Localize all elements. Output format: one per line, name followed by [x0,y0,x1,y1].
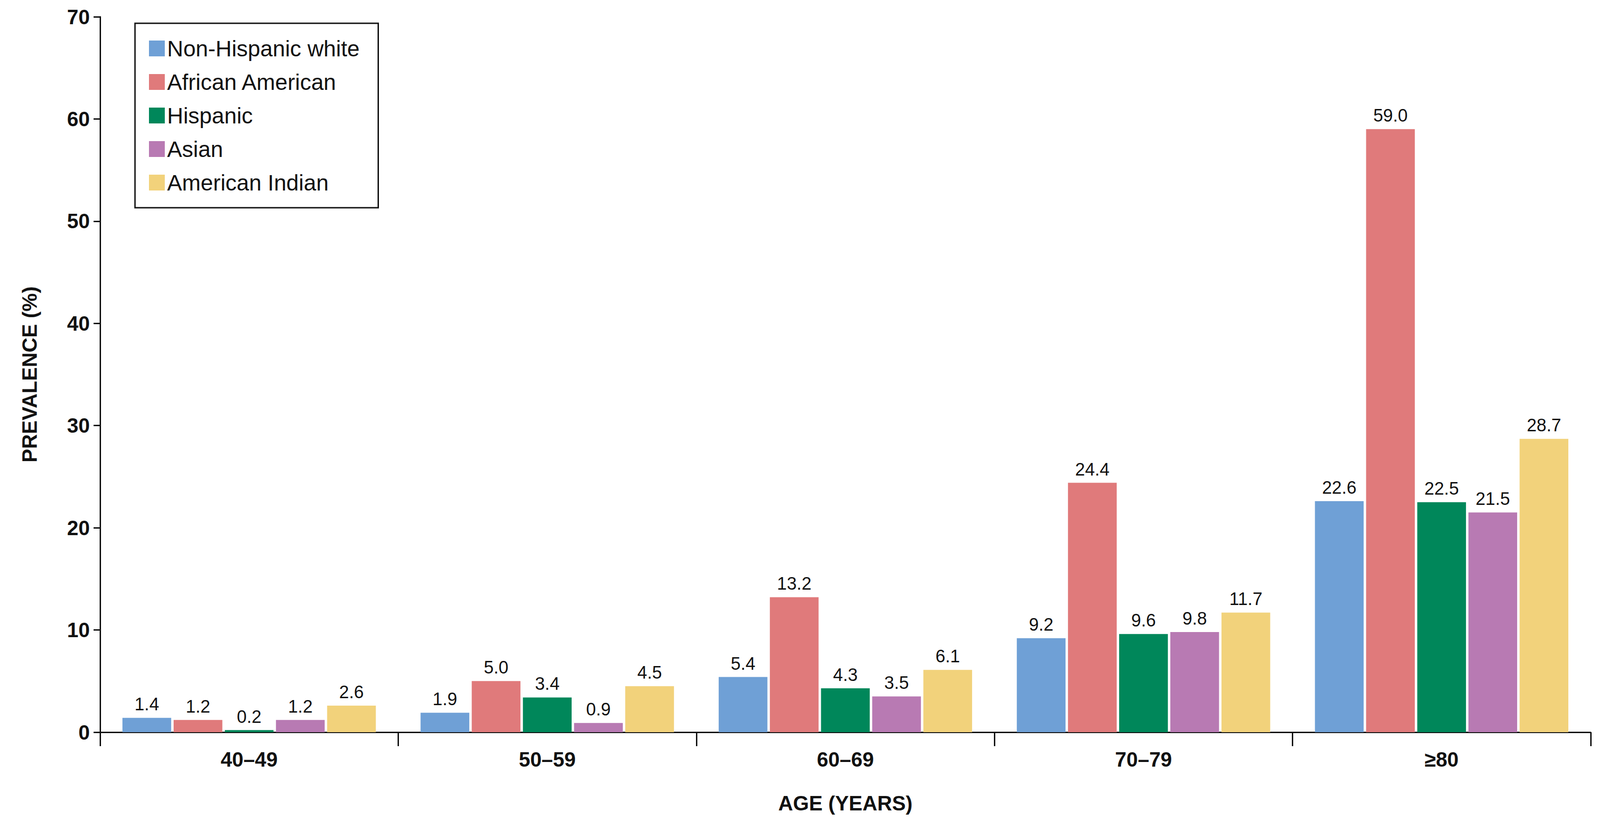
svg-text:24.4: 24.4 [1075,459,1110,480]
svg-text:20: 20 [67,516,90,540]
svg-text:5.4: 5.4 [730,653,756,674]
svg-text:50–59: 50–59 [518,747,576,771]
svg-text:0.2: 0.2 [236,706,262,727]
svg-text:5.0: 5.0 [483,657,509,677]
svg-text:0: 0 [78,720,90,744]
svg-text:3.5: 3.5 [884,672,910,693]
svg-text:11.7: 11.7 [1229,588,1263,609]
svg-text:30: 30 [67,413,90,437]
svg-text:9.8: 9.8 [1182,608,1208,628]
svg-text:1.2: 1.2 [185,696,211,716]
svg-text:1.9: 1.9 [432,688,458,709]
svg-text:American Indian: American Indian [167,170,329,196]
svg-text:0.9: 0.9 [586,699,611,719]
svg-text:3.4: 3.4 [534,673,560,694]
svg-text:60–69: 60–69 [816,747,874,771]
svg-text:13.2: 13.2 [776,573,812,594]
svg-text:9.6: 9.6 [1131,610,1156,630]
svg-text:6.1: 6.1 [935,646,960,666]
svg-text:PREVALENCE (%): PREVALENCE (%) [18,286,41,463]
svg-text:60: 60 [67,107,90,131]
svg-text:Asian: Asian [167,136,223,162]
svg-text:2.6: 2.6 [339,681,365,702]
svg-text:59.0: 59.0 [1373,105,1408,126]
svg-text:Non-Hispanic white: Non-Hispanic white [167,36,360,61]
svg-text:40: 40 [67,311,90,335]
svg-text:10: 10 [67,618,90,642]
svg-text:AGE (YEARS): AGE (YEARS) [778,791,913,815]
svg-text:40–49: 40–49 [220,747,278,771]
svg-text:Hispanic: Hispanic [167,103,253,129]
svg-text:28.7: 28.7 [1526,415,1562,435]
svg-text:African American: African American [167,69,337,95]
svg-text:70–79: 70–79 [1114,747,1172,771]
svg-text:9.2: 9.2 [1028,614,1054,635]
svg-text:70: 70 [67,5,90,29]
svg-text:22.6: 22.6 [1322,477,1357,498]
svg-text:4.3: 4.3 [833,664,858,685]
svg-text:≥80: ≥80 [1424,747,1459,771]
svg-text:1.2: 1.2 [288,696,313,716]
svg-text:50: 50 [67,209,90,233]
svg-text:4.5: 4.5 [637,662,662,682]
svg-text:21.5: 21.5 [1475,488,1511,509]
svg-text:1.4: 1.4 [134,694,160,714]
svg-text:22.5: 22.5 [1424,478,1459,499]
